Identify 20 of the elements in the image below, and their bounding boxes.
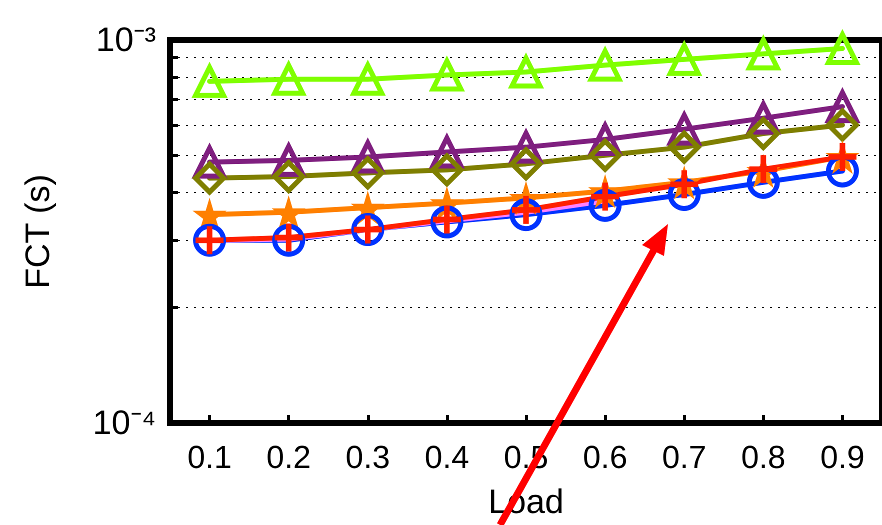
point	[746, 117, 780, 150]
x-tick-label: 0.4	[424, 439, 470, 475]
point	[510, 147, 542, 180]
x-tick-label: 0.3	[346, 439, 390, 475]
point	[668, 130, 701, 164]
point	[588, 138, 622, 172]
point	[430, 153, 464, 186]
point	[272, 160, 306, 194]
x-tick-label: 0.6	[582, 439, 628, 475]
x-tick-label: 0.7	[662, 439, 706, 475]
x-tick-label: 0.8	[741, 439, 786, 475]
point	[193, 162, 226, 195]
y-tick-label: 10⁻³	[96, 21, 156, 59]
point	[351, 156, 384, 190]
x-tick-label: 0.9	[820, 439, 865, 475]
x-tick-label: 0.1	[187, 439, 232, 475]
y-tick-label: 10⁻⁴	[92, 404, 156, 442]
x-tick-label: 0.2	[266, 439, 311, 475]
point	[826, 108, 859, 142]
y-axis-title: FCT (s)	[19, 174, 57, 289]
